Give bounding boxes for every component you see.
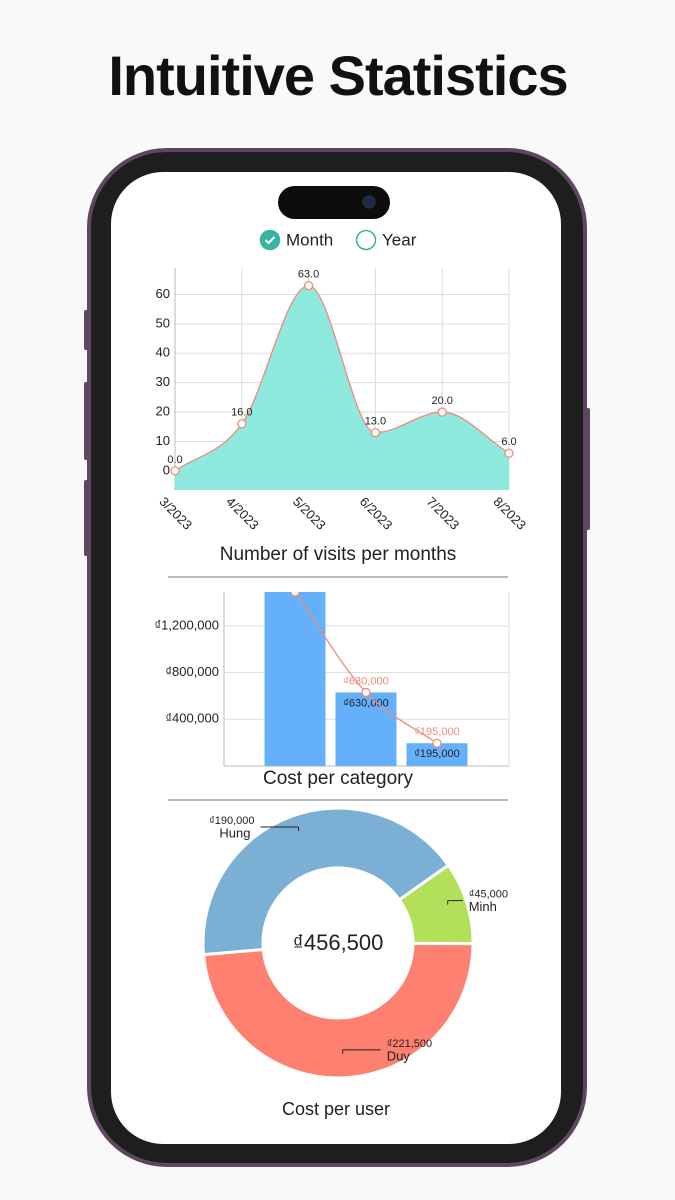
dynamic-island xyxy=(278,186,390,219)
camera xyxy=(362,195,376,209)
data-point xyxy=(504,448,514,458)
y-tick-label: 50 xyxy=(156,315,170,330)
center-label: ₫456,500 xyxy=(293,930,384,955)
data-label: ₫195,000 xyxy=(414,748,459,760)
y-tick-label: 40 xyxy=(156,345,170,360)
slice-label: Minh xyxy=(469,899,497,914)
y-tick-label: 10 xyxy=(156,433,170,448)
data-point xyxy=(303,280,314,291)
area xyxy=(175,285,509,490)
data-label: 13.0 xyxy=(365,416,386,428)
y-tick-label: ₫1,200,000 xyxy=(154,617,219,632)
slice-label: Duy xyxy=(387,1048,411,1063)
chart-title: Cost per user xyxy=(282,1099,390,1119)
data-point xyxy=(290,592,300,597)
page-title: Intuitive Statistics xyxy=(108,44,567,107)
data-label: 20.0 xyxy=(431,395,452,407)
phone-screen xyxy=(111,172,561,1144)
data-point xyxy=(437,407,447,417)
radio-button[interactable] xyxy=(355,229,377,251)
radio-label[interactable]: Month xyxy=(286,230,333,249)
data-label: 6.0 xyxy=(501,436,516,448)
y-tick-label: ₫800,000 xyxy=(165,664,219,679)
data-label: 16.0 xyxy=(231,407,252,419)
bar xyxy=(406,743,468,766)
data-point xyxy=(170,466,180,476)
chart-title: Cost per category xyxy=(263,768,413,789)
bar xyxy=(335,692,397,766)
slice-value-label: ₫221,500 xyxy=(387,1038,432,1050)
data-label: ₫195,000 xyxy=(414,726,459,738)
data-label: ₫630,000 xyxy=(343,697,388,709)
data-point xyxy=(432,738,442,748)
y-tick-label: 60 xyxy=(156,286,170,301)
plot-area: ₫630,000 ₫195,000 ₫630,000 ₫195,000 xyxy=(264,592,468,766)
data-point xyxy=(237,419,247,429)
y-tick-label: ₫400,000 xyxy=(165,711,219,726)
y-tick-label: 20 xyxy=(156,404,170,419)
data-point xyxy=(361,687,371,698)
period-toggle: Month Year xyxy=(259,229,417,251)
donut-slice xyxy=(201,806,451,957)
data-label: 63.0 xyxy=(298,269,319,281)
data-label: 0.0 xyxy=(167,454,182,466)
radio-label[interactable]: Year xyxy=(382,230,417,249)
slice-value-label: ₫190,000 xyxy=(209,815,254,827)
y-tick-label: 30 xyxy=(156,374,170,389)
y-tick-label: 0 xyxy=(163,462,170,477)
bar xyxy=(264,592,326,766)
check-icon xyxy=(264,236,276,245)
slice-label: Hung xyxy=(219,825,250,840)
donut-slice xyxy=(201,941,475,1080)
slice-value-label: ₫45,000 xyxy=(469,888,508,900)
chart-title: Number of visits per months xyxy=(220,544,457,565)
data-point xyxy=(370,428,381,438)
radio-button[interactable] xyxy=(259,229,281,251)
data-label: ₫630,000 xyxy=(343,675,388,687)
